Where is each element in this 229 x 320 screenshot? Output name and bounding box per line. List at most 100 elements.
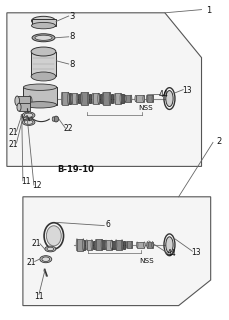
- Bar: [147, 95, 153, 102]
- Ellipse shape: [105, 240, 107, 250]
- Ellipse shape: [136, 242, 138, 248]
- Text: 44: 44: [166, 249, 176, 258]
- Bar: [93, 93, 98, 104]
- Bar: [17, 96, 30, 106]
- Ellipse shape: [24, 113, 33, 117]
- Text: 44: 44: [159, 90, 169, 99]
- Bar: [125, 95, 131, 102]
- Ellipse shape: [166, 91, 173, 107]
- Bar: [93, 241, 95, 249]
- Ellipse shape: [23, 102, 57, 108]
- Text: NSS: NSS: [138, 105, 153, 111]
- Text: B-19-10: B-19-10: [57, 165, 94, 174]
- Text: 11: 11: [21, 177, 30, 186]
- Ellipse shape: [126, 241, 128, 248]
- Bar: [77, 239, 83, 251]
- Ellipse shape: [68, 92, 69, 105]
- Bar: [69, 93, 71, 104]
- Ellipse shape: [166, 237, 173, 253]
- Polygon shape: [23, 197, 211, 306]
- Bar: [83, 240, 85, 250]
- Bar: [147, 242, 153, 248]
- Text: 3: 3: [69, 12, 75, 20]
- Bar: [81, 92, 88, 105]
- Ellipse shape: [98, 93, 99, 104]
- Bar: [78, 94, 80, 103]
- Bar: [96, 239, 102, 250]
- Bar: [89, 94, 91, 103]
- Text: 8: 8: [69, 60, 75, 68]
- Text: 12: 12: [32, 181, 41, 190]
- Text: 8: 8: [69, 32, 75, 41]
- Ellipse shape: [109, 92, 111, 105]
- Bar: [115, 93, 121, 104]
- Bar: [103, 92, 110, 105]
- Ellipse shape: [111, 240, 112, 250]
- Ellipse shape: [15, 96, 19, 106]
- Ellipse shape: [47, 247, 54, 251]
- Ellipse shape: [76, 239, 78, 251]
- Bar: [111, 94, 113, 103]
- Ellipse shape: [131, 241, 133, 248]
- Text: 22: 22: [64, 124, 74, 133]
- Ellipse shape: [125, 95, 126, 102]
- Ellipse shape: [147, 242, 148, 248]
- Bar: [31, 52, 56, 76]
- Ellipse shape: [27, 96, 32, 106]
- Ellipse shape: [114, 93, 116, 104]
- Text: 6: 6: [105, 220, 110, 229]
- Ellipse shape: [102, 92, 104, 105]
- Bar: [87, 240, 92, 250]
- Ellipse shape: [71, 93, 73, 104]
- Bar: [62, 92, 68, 105]
- Text: 13: 13: [192, 248, 201, 257]
- Text: 2: 2: [216, 137, 221, 146]
- Ellipse shape: [144, 242, 145, 248]
- Ellipse shape: [46, 226, 61, 246]
- Ellipse shape: [31, 22, 55, 29]
- Ellipse shape: [81, 92, 82, 105]
- Text: 21: 21: [8, 140, 18, 148]
- Bar: [102, 240, 105, 249]
- Ellipse shape: [17, 103, 21, 111]
- Text: 21: 21: [32, 239, 41, 248]
- Ellipse shape: [61, 92, 63, 105]
- Ellipse shape: [91, 240, 93, 250]
- Text: NSS: NSS: [139, 258, 154, 264]
- Ellipse shape: [101, 239, 103, 250]
- Bar: [112, 241, 114, 249]
- Ellipse shape: [130, 95, 132, 102]
- Ellipse shape: [120, 93, 122, 104]
- Text: 11: 11: [34, 292, 44, 301]
- Ellipse shape: [115, 240, 117, 250]
- Ellipse shape: [143, 95, 144, 102]
- Bar: [121, 94, 124, 103]
- Text: 21: 21: [8, 128, 18, 137]
- Ellipse shape: [54, 116, 59, 122]
- Ellipse shape: [23, 84, 57, 91]
- Text: 21: 21: [27, 258, 36, 267]
- Polygon shape: [7, 13, 202, 166]
- Bar: [137, 242, 144, 248]
- Bar: [23, 87, 57, 105]
- Text: 13: 13: [183, 86, 192, 95]
- Ellipse shape: [35, 35, 52, 40]
- Bar: [127, 241, 132, 248]
- Ellipse shape: [52, 117, 55, 121]
- Ellipse shape: [22, 119, 35, 125]
- Ellipse shape: [31, 47, 56, 56]
- Ellipse shape: [45, 246, 56, 252]
- Ellipse shape: [31, 72, 56, 81]
- Bar: [72, 93, 77, 104]
- Ellipse shape: [86, 240, 87, 250]
- Ellipse shape: [24, 120, 33, 124]
- Bar: [100, 94, 102, 103]
- Ellipse shape: [92, 93, 94, 104]
- Ellipse shape: [121, 240, 123, 250]
- Ellipse shape: [135, 95, 136, 102]
- Ellipse shape: [95, 239, 97, 250]
- Text: 1: 1: [206, 6, 211, 15]
- Bar: [116, 240, 122, 250]
- Ellipse shape: [152, 95, 154, 102]
- Ellipse shape: [146, 95, 148, 102]
